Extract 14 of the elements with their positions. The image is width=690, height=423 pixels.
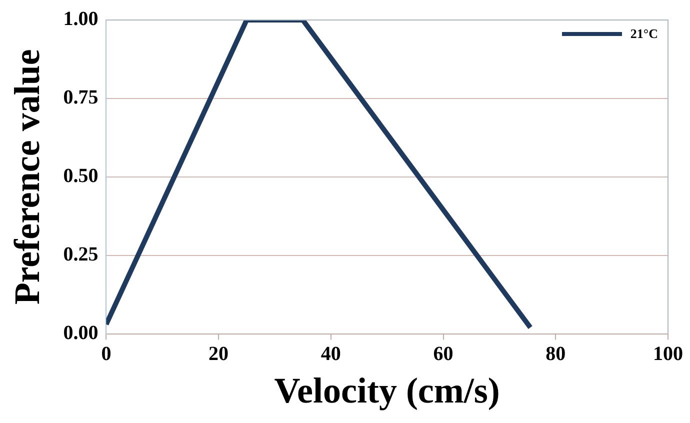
x-tick-label: 80 xyxy=(546,342,566,365)
x-tick-label: 60 xyxy=(433,342,454,365)
y-tick-label: 0.00 xyxy=(63,322,98,344)
x-axis-title: Velocity (cm/s) xyxy=(274,370,500,411)
x-tick-label: 100 xyxy=(653,342,683,365)
y-axis-title: Preference value xyxy=(6,49,47,305)
x-tick-label: 20 xyxy=(208,342,229,365)
y-tick-label: 0.25 xyxy=(63,244,98,266)
y-tick-label: 0.50 xyxy=(63,165,98,188)
x-tick-label: 40 xyxy=(320,342,341,365)
y-tick-label: 0.75 xyxy=(63,86,98,109)
x-tick-label: 0 xyxy=(101,342,112,365)
y-tick-label: 1.00 xyxy=(63,8,98,30)
legend-label: 21°C xyxy=(630,26,658,42)
